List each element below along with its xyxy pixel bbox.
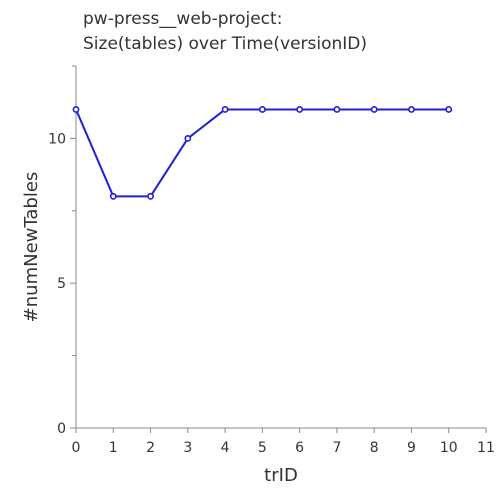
x-tick-label: 5 (258, 440, 267, 456)
chart-title-line-1: pw-press__web-project: (83, 9, 282, 29)
data-point (408, 106, 415, 113)
x-tick-label: 1 (109, 440, 118, 456)
x-tick-label: 4 (221, 440, 230, 456)
x-tick-label: 8 (370, 440, 379, 456)
x-tick-label: 2 (146, 440, 155, 456)
y-axis-label: #numNewTables (21, 172, 42, 323)
x-tick-label: 9 (407, 440, 416, 456)
data-point (370, 106, 378, 113)
data-point (147, 192, 154, 200)
x-axis-label: trID (264, 465, 298, 486)
x-tick-label: 6 (295, 440, 304, 456)
data-point (221, 106, 229, 113)
x-axis-ticks: 0 1 2 3 4 5 6 7 8 9 10 11 (72, 428, 495, 456)
data-point (296, 106, 304, 113)
x-tick-label: 7 (332, 440, 341, 456)
data-point (333, 106, 341, 113)
y-tick-label: 0 (57, 421, 66, 437)
data-point (445, 106, 453, 113)
chart-title-line-2: Size(tables) over Time(versionID) (83, 34, 367, 54)
data-point (258, 106, 266, 113)
x-tick-label: 11 (477, 440, 495, 456)
x-tick-label: 3 (183, 440, 192, 456)
data-point (109, 192, 117, 200)
series-line (75, 108, 449, 198)
x-tick-label: 10 (440, 440, 458, 456)
y-tick-label: 10 (48, 131, 66, 147)
data-point (184, 134, 192, 142)
y-tick-label: 5 (57, 276, 66, 292)
y-axis-ticks: 0 5 10 (48, 65, 76, 437)
series-layer (72, 106, 453, 200)
data-point (72, 106, 80, 113)
x-tick-label: 0 (72, 440, 81, 456)
